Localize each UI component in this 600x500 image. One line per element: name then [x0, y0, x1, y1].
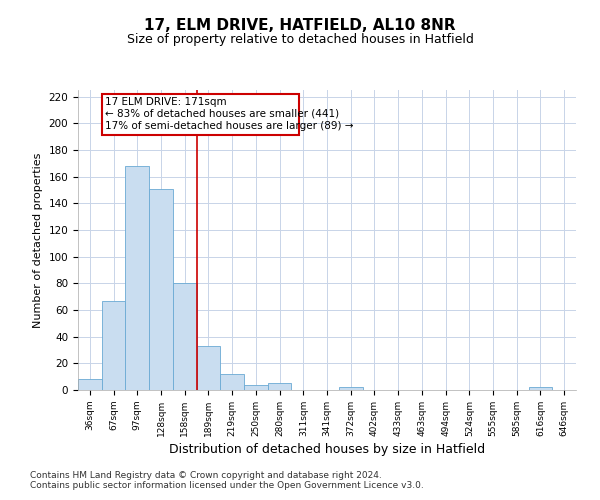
Text: Contains public sector information licensed under the Open Government Licence v3: Contains public sector information licen…	[30, 481, 424, 490]
Text: Size of property relative to detached houses in Hatfield: Size of property relative to detached ho…	[127, 32, 473, 46]
Bar	[268, 384, 292, 390]
Bar	[244, 384, 268, 390]
Text: ← 83% of detached houses are smaller (441): ← 83% of detached houses are smaller (44…	[105, 108, 340, 118]
Bar	[339, 388, 362, 390]
Bar	[173, 284, 197, 390]
Bar	[102, 300, 125, 390]
Bar	[220, 374, 244, 390]
Bar	[529, 388, 552, 390]
Bar	[197, 346, 220, 390]
Text: Contains HM Land Registry data © Crown copyright and database right 2024.: Contains HM Land Registry data © Crown c…	[30, 471, 382, 480]
Y-axis label: Number of detached properties: Number of detached properties	[33, 152, 43, 328]
Text: 17, ELM DRIVE, HATFIELD, AL10 8NR: 17, ELM DRIVE, HATFIELD, AL10 8NR	[144, 18, 456, 32]
Bar	[78, 380, 102, 390]
Text: 17% of semi-detached houses are larger (89) →: 17% of semi-detached houses are larger (…	[105, 120, 354, 130]
X-axis label: Distribution of detached houses by size in Hatfield: Distribution of detached houses by size …	[169, 443, 485, 456]
FancyBboxPatch shape	[102, 94, 299, 136]
Bar	[149, 188, 173, 390]
Text: 17 ELM DRIVE: 171sqm: 17 ELM DRIVE: 171sqm	[105, 96, 227, 106]
Bar	[125, 166, 149, 390]
